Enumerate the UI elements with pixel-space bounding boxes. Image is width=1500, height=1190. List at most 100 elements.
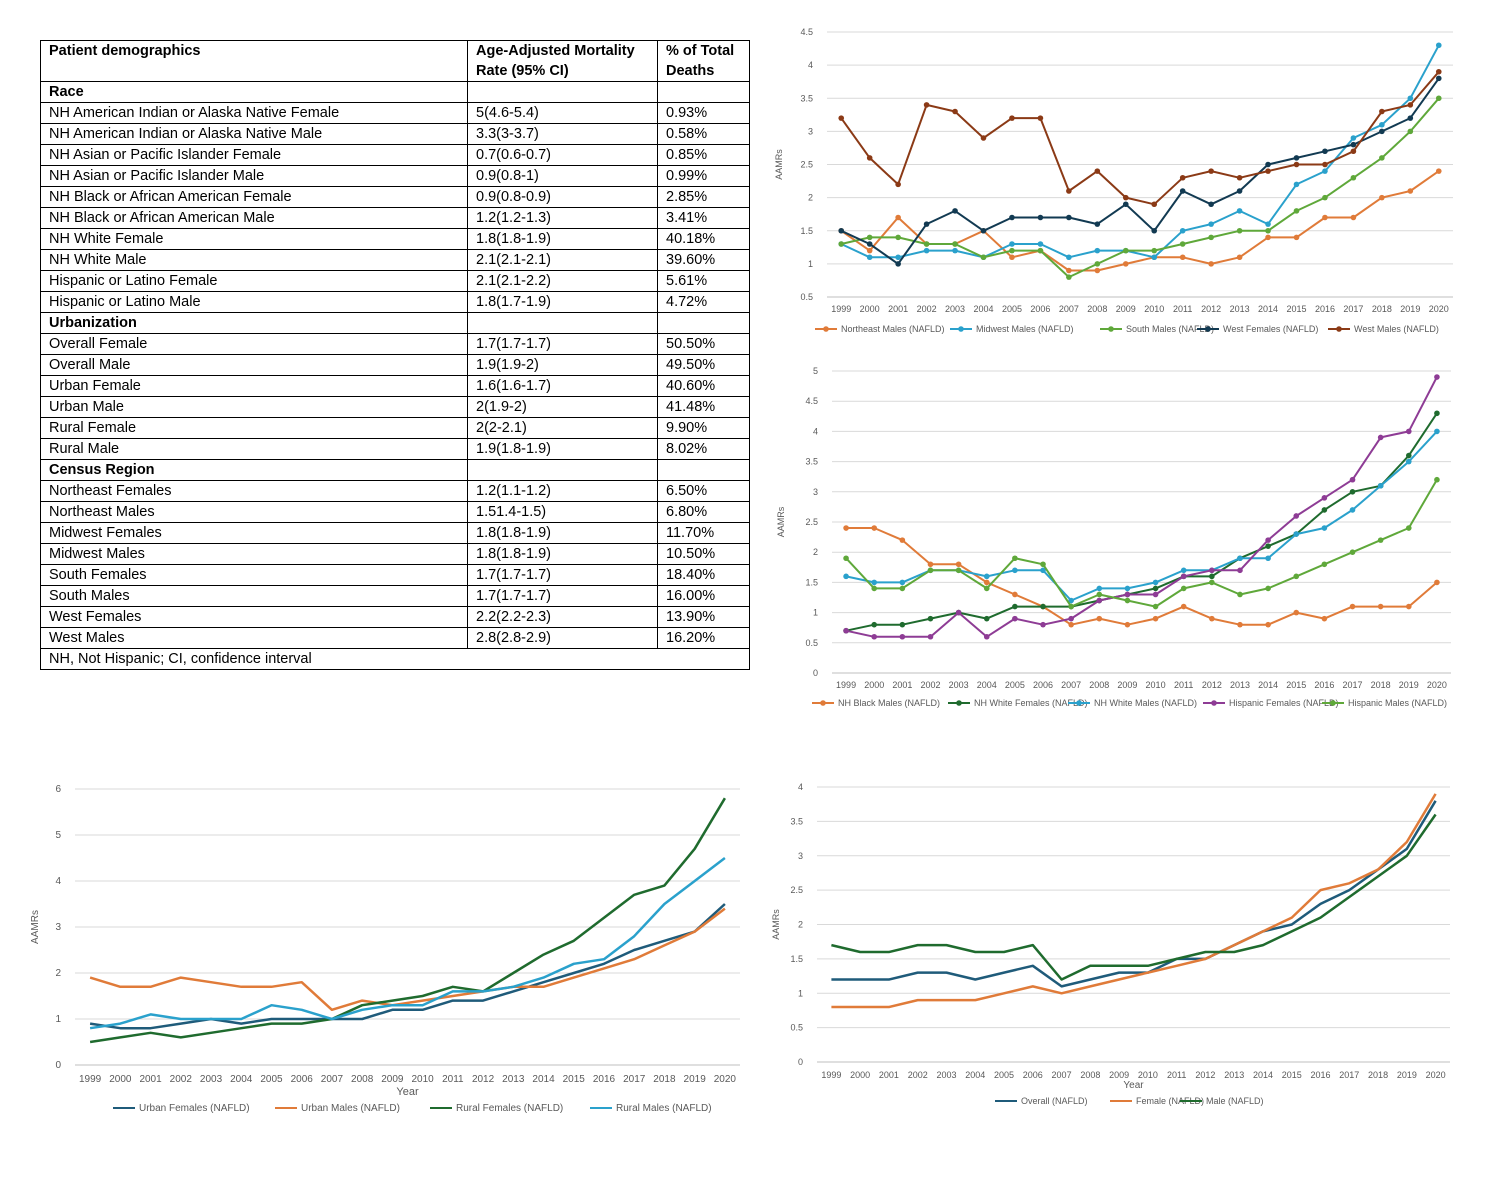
table-footnote: NH, Not Hispanic; CI, confidence interva… — [40, 648, 750, 670]
demographic-cell: NH White Female — [40, 228, 468, 250]
data-point — [838, 115, 845, 121]
data-point — [1435, 75, 1442, 82]
demographic-cell: South Females — [40, 564, 468, 586]
legend-label: NH White Females (NAFLD) — [974, 698, 1088, 708]
data-point — [1180, 567, 1187, 574]
data-point — [1096, 591, 1103, 598]
legend-label: West Males (NAFLD) — [1354, 324, 1439, 334]
x-tick-label: 2002 — [917, 304, 937, 314]
x-tick-label: 2003 — [200, 1074, 223, 1085]
demographic-cell: Overall Male — [40, 354, 468, 376]
data-point — [923, 247, 930, 254]
series-line — [89, 907, 726, 1012]
data-point — [1037, 247, 1044, 254]
data-point — [1152, 615, 1159, 622]
data-point — [1068, 615, 1074, 622]
x-tick-label: 2005 — [1002, 304, 1022, 314]
x-tick-label: 2006 — [291, 1074, 314, 1085]
x-tick-label: 2002 — [920, 680, 940, 690]
data-point — [1209, 573, 1215, 580]
data-point — [1068, 621, 1074, 628]
data-point — [899, 621, 906, 628]
section-row: Race — [40, 81, 750, 103]
data-point — [1349, 549, 1356, 555]
aamr-cell: 2.8(2.8-2.9) — [467, 627, 658, 649]
y-axis-label: AAMRs — [774, 149, 784, 180]
data-point — [1124, 621, 1131, 628]
legend-label: Female (NAFLD) — [1136, 1096, 1204, 1106]
x-tick-label: 2013 — [1224, 1070, 1244, 1080]
data-point — [1435, 95, 1442, 102]
percent-cell: 18.40% — [657, 564, 750, 586]
series-line — [845, 479, 1438, 608]
y-tick-label: 1.5 — [790, 954, 803, 964]
data-point — [1379, 121, 1385, 128]
aamr-cell: 1.8(1.8-1.9) — [467, 543, 658, 565]
header-demographics: Patient demographics — [40, 40, 468, 82]
y-axis-label: AAMRs — [30, 910, 41, 944]
x-tick-label: 1999 — [836, 680, 856, 690]
y-tick-label: 0 — [813, 668, 818, 678]
data-point — [838, 241, 845, 247]
x-tick-label: 2004 — [977, 680, 997, 690]
data-point — [1037, 214, 1044, 221]
data-point — [871, 633, 878, 640]
y-tick-label: 3 — [798, 851, 803, 861]
data-point — [1265, 543, 1271, 549]
data-point — [899, 585, 906, 592]
table-row: Midwest Females 1.8(1.8-1.9) 11.70% — [40, 522, 750, 544]
y-tick-label: 1 — [55, 1014, 61, 1025]
table-row: Rural Male 1.9(1.8-1.9) 8.02% — [40, 438, 750, 460]
y-tick-label: 3 — [808, 126, 813, 136]
series-line — [840, 71, 1440, 206]
data-point — [1094, 261, 1101, 267]
data-point — [1407, 102, 1414, 108]
x-tick-label: 2001 — [892, 680, 912, 690]
percent-cell: 4.72% — [657, 291, 750, 313]
x-tick-label: 2015 — [563, 1074, 586, 1085]
data-point — [1152, 591, 1159, 598]
x-tick-label: 2012 — [1195, 1070, 1215, 1080]
table-row: Hispanic or Latino Male 1.8(1.7-1.9) 4.72% — [40, 291, 750, 313]
data-point — [1293, 531, 1300, 537]
data-point — [1012, 603, 1018, 610]
series-line — [89, 903, 726, 1030]
x-tick-label: 2000 — [860, 304, 880, 314]
data-point — [1407, 95, 1414, 102]
data-point — [1068, 597, 1074, 604]
data-point — [1377, 482, 1384, 489]
data-point — [1096, 615, 1103, 622]
data-point — [1208, 201, 1214, 208]
data-point — [871, 621, 878, 628]
data-point — [1434, 374, 1440, 380]
data-point — [1405, 452, 1412, 459]
data-point — [866, 247, 873, 254]
x-tick-label: 2005 — [994, 1070, 1014, 1080]
data-point — [1152, 579, 1159, 586]
demographic-cell: NH American Indian or Alaska Native Fema… — [40, 102, 468, 124]
x-tick-label: 2020 — [1429, 304, 1449, 314]
data-point — [1066, 254, 1072, 261]
demographic-cell: NH American Indian or Alaska Native Male — [40, 123, 468, 145]
census-region-chart: 0.5 1 1.5 2 2.5 3 3.5 4 4.5 1999 2000 2001 2002 2003 2… — [774, 27, 1453, 334]
data-point — [1236, 254, 1243, 261]
data-point — [1122, 201, 1129, 208]
data-point — [1124, 585, 1131, 592]
percent-cell: 5.61% — [657, 270, 750, 292]
data-point — [1349, 489, 1356, 495]
x-tick-label: 2019 — [1400, 304, 1420, 314]
empty-cell — [467, 81, 658, 103]
x-tick-label: 2010 — [411, 1074, 434, 1085]
data-point — [1180, 585, 1187, 592]
x-tick-label: 2004 — [230, 1074, 253, 1085]
legend-label: Rural Males (NAFLD) — [616, 1103, 712, 1114]
data-point — [1322, 148, 1328, 155]
data-point — [927, 615, 934, 622]
x-tick-label: 2010 — [1146, 680, 1166, 690]
data-point — [1379, 194, 1385, 201]
data-point — [1349, 507, 1356, 513]
table-row: Urban Female 1.6(1.6-1.7) 40.60% — [40, 375, 750, 397]
data-point — [1350, 174, 1357, 181]
percent-cell: 10.50% — [657, 543, 750, 565]
data-point — [1040, 567, 1046, 574]
